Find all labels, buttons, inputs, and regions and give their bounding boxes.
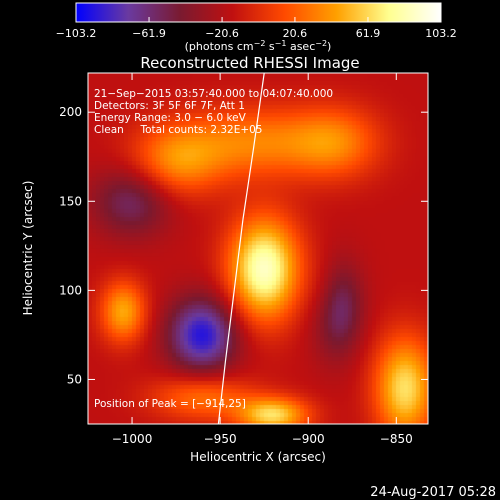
peak-position-label: Position of Peak = [−914,25]: [94, 398, 246, 410]
colorbar-tick-label: 103.2: [425, 27, 457, 40]
y-axis-ticks: 50 100 150 200: [59, 105, 428, 386]
solar-limb-line: [217, 73, 265, 424]
colorbar-tick-label: 61.9: [356, 27, 381, 40]
colorbar-unit-label: (photons cm−2 s−1 asec−2): [185, 39, 332, 53]
x-axis-label: Heliocentric X (arcsec): [190, 450, 326, 464]
x-tick-label: −850: [380, 432, 413, 446]
annotation-detectors: Detectors: 3F 5F 6F 7F, Att 1: [94, 100, 245, 112]
colorbar-tick-label: −61.9: [132, 27, 166, 40]
x-tick-label: −950: [204, 432, 237, 446]
annotation-energy-range: Energy Range: 3.0 − 6.0 keV: [94, 112, 247, 124]
annotation-block: 21−Sep−2015 03:57:40.000 to 04:07:40.000…: [94, 88, 333, 136]
x-axis-ticks: −1000 −950 −900 −850: [112, 73, 413, 446]
annotation-time-range: 21−Sep−2015 03:57:40.000 to 04:07:40.000: [94, 88, 333, 100]
y-axis-label: Heliocentric Y (arcsec): [21, 181, 35, 316]
y-tick-label: 100: [59, 283, 82, 297]
colorbar-ticks: −103.2 −61.9 −20.6 20.6 61.9 103.2: [56, 17, 457, 40]
colorbar-tick-label: −20.6: [205, 27, 239, 40]
heatmap-image: [88, 73, 428, 424]
y-tick-label: 50: [67, 372, 82, 386]
plot-frame: [87, 72, 429, 425]
colorbar-gradient: [75, 2, 442, 23]
x-tick-label: −1000: [112, 432, 153, 446]
chart-title: Reconstructed RHESSI Image: [140, 54, 359, 72]
colorbar-tick-label: 20.6: [283, 27, 308, 40]
x-tick-label: −900: [292, 432, 325, 446]
footer-timestamp: 24-Aug-2017 05:28: [370, 485, 496, 500]
colorbar: −103.2 −61.9 −20.6 20.6 61.9 103.2 (photons c…: [56, 2, 457, 53]
colorbar-tick-label: −103.2: [56, 27, 97, 40]
annotation-clean-counts: Clean Total counts: 2.32E+05: [94, 124, 263, 136]
y-tick-label: 200: [59, 105, 82, 119]
y-tick-label: 150: [59, 194, 82, 208]
